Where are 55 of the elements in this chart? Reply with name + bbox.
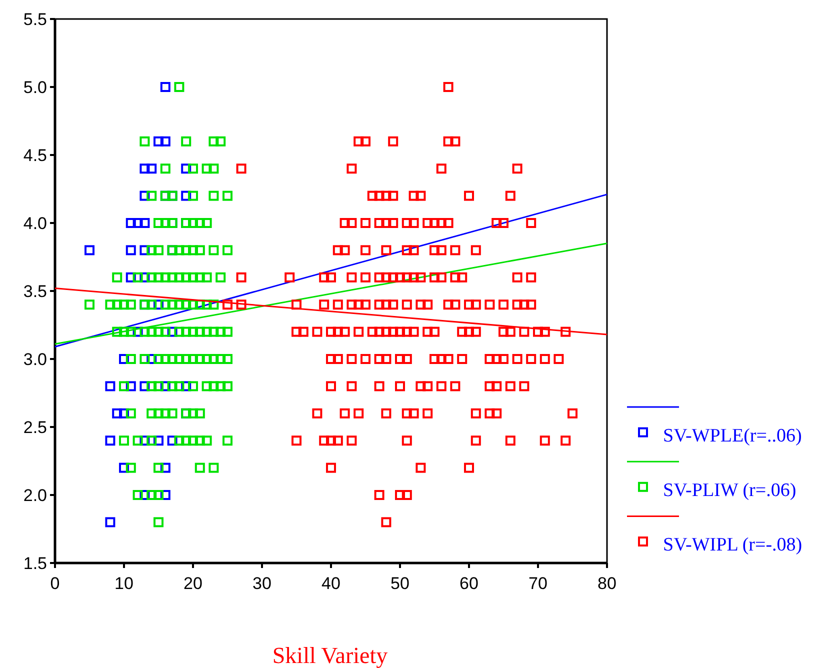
x-tick-label: 70 [528,574,548,593]
point [140,190,150,201]
x-tick-label: 50 [390,574,410,593]
point [119,354,129,364]
x-tick-label: 10 [114,574,134,593]
point [167,326,178,337]
point [160,490,170,500]
point [181,381,192,392]
point [140,272,150,282]
point [160,462,170,473]
point [154,300,164,310]
x-tick-label: 60 [460,574,478,593]
point [105,381,116,392]
y-tick-label: 5.0 [23,78,47,97]
point [140,164,150,174]
x-tick-label: 0 [50,574,60,593]
point [119,408,129,418]
point [140,381,150,392]
point [140,218,150,228]
point [167,436,178,446]
point [105,517,116,528]
y-tick-label: 5.5 [23,10,47,29]
point [154,136,164,146]
y-tick-label: 1.5 [23,554,47,573]
point [154,436,164,446]
legend-label: SV-WPLE(r=..06) [663,425,802,446]
y-tick-label: 2.5 [23,418,47,437]
point [119,462,129,473]
point [126,272,136,282]
point [105,436,116,446]
legend-label: SV-PLIW (r=.06) [663,480,796,501]
point [126,381,136,392]
point [160,381,170,392]
y-tick-label: 2.0 [23,486,47,505]
x-tick-label: 30 [252,574,272,593]
point [112,408,122,418]
x-tick-label: 40 [322,574,340,593]
y-tick-label: 3.0 [23,350,47,369]
y-tick-label: 4.5 [23,146,47,165]
point [126,218,136,228]
point [140,245,150,256]
point [181,190,192,201]
x-tick-label: 80 [598,574,616,593]
legend-label: SV-WIPL (r=-.08) [663,534,802,556]
point [160,82,170,92]
point [126,245,136,256]
point [181,164,192,174]
point [146,164,157,174]
y-tick-label: 4.0 [23,214,47,233]
point [84,245,94,256]
x-tick-label: 20 [184,574,202,593]
y-tick-label: 3.5 [23,282,47,301]
x-axis-title: Skill Variety [272,643,388,668]
point [140,436,150,446]
point [160,136,170,146]
